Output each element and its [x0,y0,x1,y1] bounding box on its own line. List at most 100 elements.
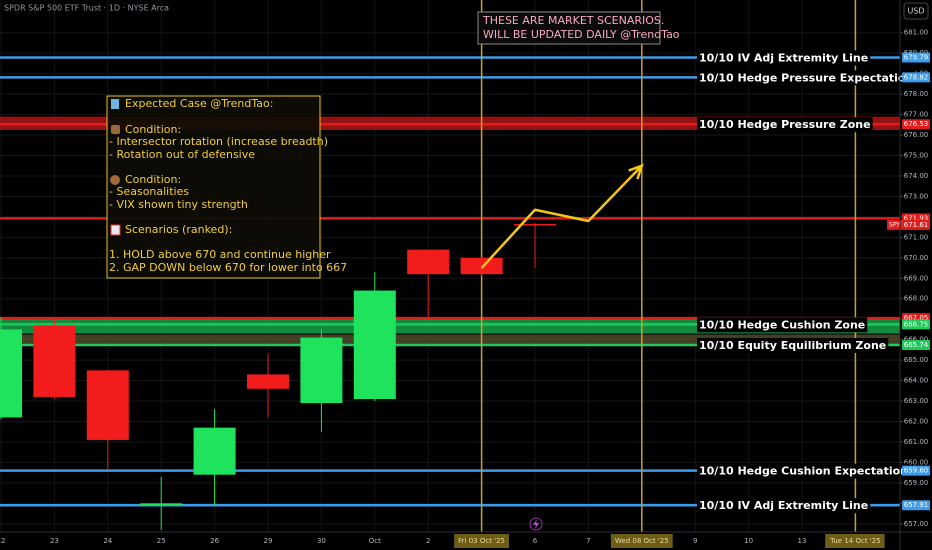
candle-body [460,257,503,275]
annotation-heading: Scenarios (ranked): [125,223,232,236]
y-tick-label: 681.00 [904,29,929,37]
y-tick-label: 665.00 [904,356,929,364]
x-tick-label: Wed 08 Oct '25 [615,537,669,545]
level-label-bg [697,50,871,66]
level-label: 10/10 IV Adj Extremity Line [699,51,868,64]
x-tick-label: 30 [317,537,326,545]
x-tick-label: 22 [0,537,5,545]
level-label: 10/10 Hedge Pressure Expectation [699,71,913,84]
symbol-tag-label: SPY [889,221,900,228]
candle-body [514,224,556,226]
x-tick-label: 23 [50,537,59,545]
level-band [0,334,900,345]
level-label-bg [697,337,889,353]
y-tick-label: 666.00 [904,336,929,344]
price-tag-label: 679.79 [904,53,929,61]
overlay: 657.00658.00659.00660.00661.00662.00663.… [0,29,930,548]
note-line: THESE ARE MARKET SCENARIOS. [482,14,664,27]
candle-body [193,427,236,475]
icon [110,175,120,185]
level-label-bg [697,70,916,86]
note-box [477,11,661,45]
y-tick-label: 669.00 [904,274,929,282]
last-price-tag [902,219,930,230]
icon [111,125,120,134]
candle-body [140,503,183,506]
price-tag-label: 659.60 [904,467,929,475]
candle-body [353,290,396,399]
candle-body [247,374,289,389]
level-label: 10/10 Hedge Pressure Zone [699,118,871,131]
level-label-bg [697,498,871,514]
y-tick-label: 673.00 [904,192,929,200]
x-tick-label: 10 [744,537,753,545]
event-icon[interactable] [529,517,543,531]
candle-body [86,370,129,440]
price-tag-label: 678.82 [904,73,929,81]
currency-box[interactable] [903,2,929,20]
icon [111,99,119,109]
chart-title: SPDR S&P 500 ETF Trust · 1D · NYSE Arca [4,4,169,13]
x-tick-label: Fri 03 Oct '25 [458,537,505,545]
x-tick-label: 9 [693,537,697,545]
y-tick-label: 670.00 [904,254,929,262]
y-tick-label: 664.00 [904,377,929,385]
x-tick-label: 13 [798,537,807,545]
x-tick-label: 29 [264,537,273,545]
x-tick-label: 25 [157,537,166,545]
currency: USD [907,7,924,16]
annotation-line: - Intersector rotation (increase breadth… [109,135,328,148]
annotation-line: - Seasonalities [109,185,189,198]
level-label-bg [697,117,873,133]
annotation-line: 1. HOLD above 670 and continue higher [109,248,331,261]
event-icon [533,519,539,529]
y-tick-label: 660.00 [904,458,929,466]
y-tick-label: 675.00 [904,152,929,160]
scenario-path [480,164,643,269]
y-tick-label: 657.00 [904,520,929,528]
x-tick-highlight [825,534,885,548]
candle-body [300,337,343,404]
price-tag [902,119,930,130]
level-label: 10/10 Equity Equilibrium Zone [699,339,886,352]
y-tick-label: 668.00 [904,295,929,303]
annotation-heading: Condition: [125,173,181,186]
annotation-line: 2. GAP DOWN below 670 for lower into 667 [109,261,347,274]
x-tick-highlight [610,534,673,548]
level-label: 10/10 Hedge Cushion Zone [699,318,865,331]
y-tick-label: 659.00 [904,479,929,487]
x-tick-label: 7 [586,537,590,545]
annotation-heading: Condition: [125,123,181,136]
icon [110,224,121,236]
y-tick-label: 671.00 [904,233,929,241]
y-tick-label: 678.00 [904,90,929,98]
price-tag-label: 676.53 [904,120,929,128]
note-line: WILL BE UPDATED DAILY @TrendTao [483,28,680,41]
y-tick-label: 662.00 [904,418,929,426]
arrow-head [628,163,644,180]
y-tick-label: 677.00 [904,111,929,119]
x-tick-label: 24 [103,537,112,545]
price-tag-label: 671.93 [904,214,929,222]
x-tick-label: 6 [533,537,538,545]
price-tag-label: 667.05 [904,314,929,322]
annotation-line: - Rotation out of defensive [109,148,255,161]
price-tag [902,319,930,330]
level-band [0,319,900,334]
price-tag [902,72,930,83]
symbol-tag [887,219,902,230]
level-label-bg [697,463,910,479]
price-tag-label: 665.74 [904,341,929,349]
y-tick-label: 674.00 [904,172,929,180]
level-label: 10/10 IV Adj Extremity Line [699,499,868,512]
x-tick-label: Oct [369,537,381,545]
annotation-title: Expected Case @TrendTao: [125,97,273,110]
level-label-bg [697,317,868,333]
last-price-label: 671.61 [904,221,929,229]
annotation-line: - VIX shown tiny strength [109,198,248,211]
price-tag [902,465,930,476]
y-tick-label: 676.00 [904,131,929,139]
y-tick-label: 663.00 [904,397,929,405]
